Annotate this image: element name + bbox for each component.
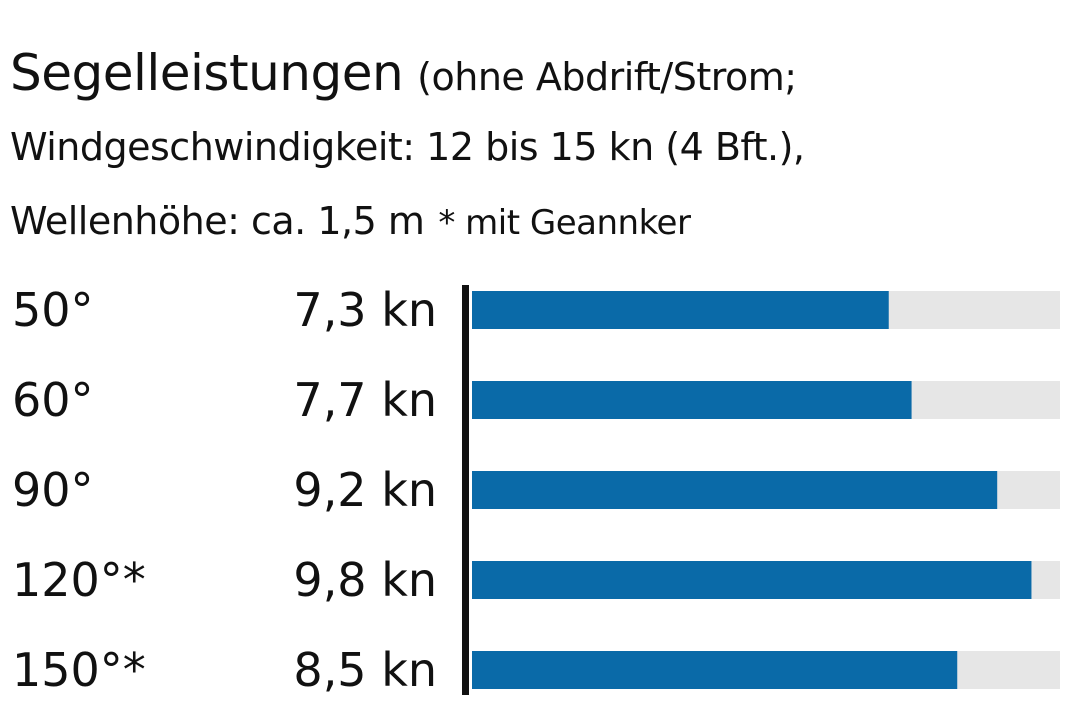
category-label: 50°: [12, 283, 94, 337]
title-line-1: Segelleistungen (ohne Abdrift/Strom;: [10, 36, 1060, 110]
category-label: 90°: [12, 463, 94, 517]
bar: [472, 381, 912, 419]
value-label: 7,7 kn: [293, 373, 437, 427]
bar: [472, 651, 958, 689]
chart-title: Segelleistungen (ohne Abdrift/Strom; Wind…: [10, 36, 1060, 258]
value-label: 9,8 kn: [293, 553, 437, 607]
category-label: 120°*: [12, 553, 146, 607]
bar: [472, 561, 1032, 599]
value-label: 9,2 kn: [293, 463, 437, 517]
title-footnote: * mit Geannker: [438, 203, 691, 243]
category-label: 150°*: [12, 643, 146, 697]
value-label: 7,3 kn: [293, 283, 437, 337]
title-line-3: Wellenhöhe: ca. 1,5 m * mit Geannker: [10, 184, 1060, 258]
bar: [472, 291, 889, 329]
title-main: Segelleistungen: [10, 44, 404, 102]
value-label: 8,5 kn: [293, 643, 437, 697]
title-subtitle-1: (ohne Abdrift/Strom;: [417, 55, 797, 99]
title-subtitle-3: Wellenhöhe: ca. 1,5 m: [10, 199, 425, 243]
title-subtitle-2: Windgeschwindigkeit: 12 bis 15 kn (4 Bft…: [10, 125, 805, 169]
category-label: 60°: [12, 373, 94, 427]
title-line-2: Windgeschwindigkeit: 12 bis 15 kn (4 Bft…: [10, 110, 1060, 184]
bar: [472, 471, 998, 509]
y-axis-line: [462, 285, 469, 695]
